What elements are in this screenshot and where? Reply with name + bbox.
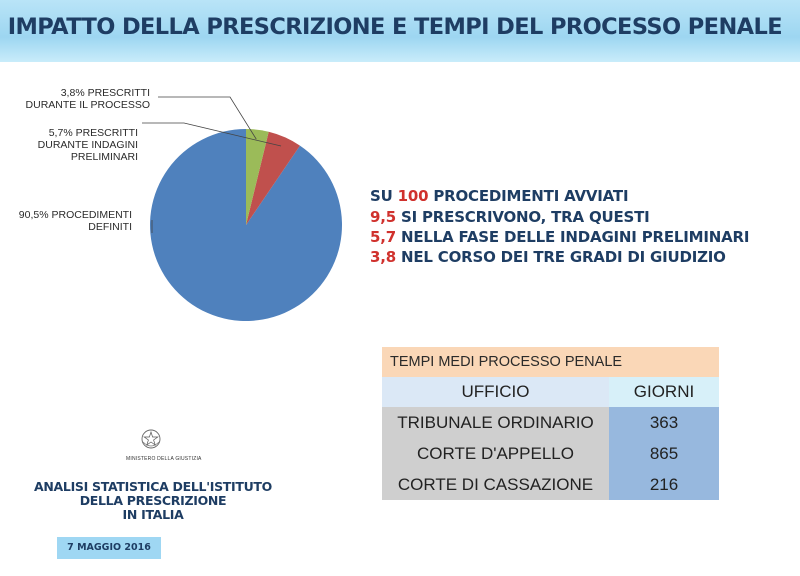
days-cell: 865 [609, 438, 719, 469]
office-cell: CORTE D'APPELLO [417, 444, 574, 463]
page-title: IMPATTO DELLA PRESCRIZIONE E TEMPI DEL P… [7, 14, 783, 40]
pie-label-indagini: 5,7% PRESCRITTI DURANTE INDAGINI PRELIMI… [37, 127, 138, 163]
days-cell: 363 [609, 407, 719, 438]
office-cell: TRIBUNALE ORDINARIO [397, 413, 594, 432]
summary-line: 5,7 NELLA FASE DELLE INDAGINI PRELIMINAR… [370, 228, 750, 246]
title-banner: IMPATTO DELLA PRESCRIZIONE E TEMPI DEL P… [0, 0, 800, 62]
table-row: CORTE DI CASSAZIONE 216 [382, 469, 719, 500]
summary-block: SU 100 PROCEDIMENTI AVVIATI 9,5 SI PRESC… [370, 186, 749, 267]
table-header-row: UFFICIO GIORNI [382, 377, 719, 407]
office-cell: CORTE DI CASSAZIONE [397, 475, 594, 494]
date-badge: 7 MAGGIO 2016 [57, 537, 161, 559]
summary-line: 3,8 NEL CORSO DEI TRE GRADI DI GIUDIZIO [370, 248, 726, 266]
pie-slice-processo [246, 129, 269, 225]
summary-headline: SU 100 PROCEDIMENTI AVVIATI [370, 187, 629, 205]
pie-slice-indagini [246, 131, 300, 225]
pie-chart [142, 96, 342, 321]
ministry-logo: MINISTERO DELLA GIUSTIZIA [126, 428, 202, 462]
header-giorni: GIORNI [609, 377, 719, 407]
days-cell: 216 [609, 469, 719, 500]
header-ufficio: UFFICIO [382, 377, 609, 407]
pie-label-definiti: 90,5% PROCEDIMENTI DEFINITI [18, 209, 132, 233]
ministry-name: MINISTERO DELLA GIUSTIZIA [126, 456, 202, 462]
pie-leader-line [158, 96, 257, 140]
summary-line: 9,5 SI PRESCRIVONO, TRA QUESTI [370, 208, 650, 226]
pie-leader-line [142, 122, 282, 147]
report-title: ANALISI STATISTICA DELL'ISTITUTO DELLA P… [34, 479, 272, 522]
times-table: TEMPI MEDI PROCESSO PENALE UFFICIO GIORN… [382, 347, 719, 500]
pie-label-processo: 3,8% PRESCRITTI DURANTE IL PROCESSO [25, 87, 150, 111]
table-row: TRIBUNALE ORDINARIO 363 [382, 407, 719, 438]
summary-total: 100 [397, 187, 429, 205]
table-row: CORTE D'APPELLO 865 [382, 438, 719, 469]
table-title: TEMPI MEDI PROCESSO PENALE [382, 347, 719, 377]
italian-republic-emblem-icon [141, 429, 161, 449]
pie-slice-definiti [149, 129, 342, 321]
